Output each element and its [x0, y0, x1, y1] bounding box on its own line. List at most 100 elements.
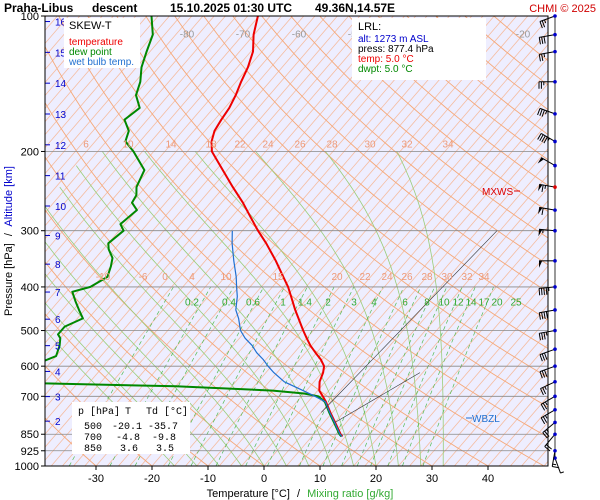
mixing-ratio-line — [387, 286, 463, 466]
wind-barb-full — [541, 36, 544, 44]
wind-barb-full — [537, 133, 542, 140]
altitude-tick-label: 2 — [55, 417, 61, 428]
wind-barb-full — [552, 466, 560, 469]
wind-barb — [538, 285, 557, 296]
wind-barb-dot — [553, 79, 557, 84]
wind-barb-full — [541, 353, 546, 361]
isotherm-line — [45, 16, 361, 383]
dry-adiabat-label: 34 — [442, 139, 454, 150]
pressure-tick-label: 200 — [21, 146, 39, 158]
mixing-ratio-label: 0.4 — [222, 298, 236, 309]
wind-barb-full — [541, 370, 546, 378]
wind-barb-full — [539, 134, 544, 141]
isotherm-line — [241, 109, 548, 466]
wind-barb-staff — [539, 34, 556, 38]
isotherm-line — [45, 16, 215, 214]
wind-barb-dot — [553, 394, 557, 399]
mixing-ratio-label: 1 — [280, 298, 286, 309]
isotherm-line — [420, 317, 548, 466]
temperature-tick-label: 20 — [370, 473, 382, 485]
wind-barb-staff — [544, 433, 556, 447]
table-header-p: p [hPa] — [78, 406, 120, 418]
wind-barb-staff — [554, 457, 561, 474]
mixing-ratio-label: 1.4 — [298, 298, 312, 309]
wind-barb-dot — [553, 432, 557, 437]
y-axis-label: Pressure [hPa] / Altitude [km] — [3, 166, 15, 316]
wind-barb-dot — [553, 328, 557, 333]
label-layer: 1002003004005006007008509251000234567891… — [15, 11, 564, 485]
isotherm-line — [230, 96, 548, 466]
wind-barb-full — [539, 21, 543, 29]
lrl-box — [352, 18, 486, 80]
isotherm-line — [566, 16, 600, 466]
legend-item-wet-bulb: wet bulb temp. — [68, 57, 134, 68]
wind-barb-full — [540, 388, 544, 396]
dry-adiabat-label: 22 — [359, 272, 371, 283]
wind-barb-dot — [553, 347, 557, 351]
wind-barb-dot — [553, 407, 557, 412]
data-table: p [hPa] T Td [°C] 500 -20.1 -35.7 700 -4… — [78, 406, 188, 455]
dry-adiabat — [116, 16, 548, 408]
mixing-ratio-label: 0.2 — [185, 298, 199, 309]
y-axis-label-separator: / — [3, 232, 15, 236]
dry-adiabat-label: 30 — [441, 272, 453, 283]
table-cell: -4.8 — [116, 433, 140, 444]
isotherm-line — [174, 30, 548, 466]
isotherm-line — [442, 343, 548, 466]
wind-barb-full — [538, 312, 541, 320]
dry-adiabat-label: 4 — [189, 272, 195, 283]
altitude-tick-label: 7 — [55, 288, 61, 299]
lrl-temperature: temp: 5.0 °C — [358, 54, 414, 65]
altitude-tick-label: 8 — [55, 260, 61, 271]
wind-barb-full — [541, 135, 546, 143]
altitude-tick-label: 5 — [55, 342, 61, 353]
mixing-ratio-label: 10 — [438, 298, 450, 309]
temperature-tick-label: 0 — [261, 473, 267, 485]
isotherm-label: -20 — [516, 30, 531, 41]
isotherm-line — [578, 16, 600, 466]
table-cell: 3.5 — [156, 444, 174, 455]
wind-barb-dot — [553, 139, 557, 144]
data-table-box — [72, 402, 190, 454]
isotherm-line — [45, 16, 237, 240]
isotherm-line — [0, 16, 1, 466]
wind-barb-half — [544, 185, 547, 189]
wind-barb-full — [542, 402, 548, 410]
wind-barb-pennant — [537, 157, 544, 164]
mixing-ratio-label: 3 — [351, 298, 357, 309]
isotherm-line — [286, 161, 548, 466]
isotherm-line — [45, 16, 226, 227]
isotherm-line — [45, 16, 193, 188]
dry-adiabat — [319, 16, 548, 212]
wind-barb-full — [541, 20, 546, 28]
lrl-dewpoint: dwpt: 5.0 °C — [358, 64, 413, 75]
pressure-tick-label: 600 — [21, 361, 39, 373]
altitude-tick-label: 15 — [55, 48, 67, 59]
wind-barb-staff — [539, 51, 556, 55]
lrl-title: LRL: — [358, 21, 381, 33]
dry-adiabat-label: 30 — [364, 139, 376, 150]
mixing-ratio-line — [422, 286, 494, 466]
isotherm-line — [45, 16, 125, 110]
mixing-ratio-label: 25 — [510, 298, 522, 309]
wind-barb-dot — [553, 208, 557, 212]
wind-barb-staff — [539, 330, 556, 334]
plot-frame — [44, 15, 549, 467]
wind-barb-dot — [553, 49, 557, 54]
isotherm-label: -70 — [236, 30, 251, 41]
isotherm-line — [375, 265, 548, 466]
wind-barb — [539, 14, 557, 29]
wind-barb-dot — [553, 32, 557, 37]
dry-adiabat-label: 18 — [205, 139, 217, 150]
mixing-ratio-label: 0.6 — [246, 298, 260, 309]
wind-barb-full — [538, 54, 541, 62]
table-cell: 700 — [84, 433, 102, 444]
dry-adiabat — [261, 16, 548, 266]
wind-barb-full — [539, 354, 543, 362]
isotherm-line — [45, 16, 417, 448]
isotherm-line — [409, 304, 548, 466]
wind-barb — [538, 79, 557, 89]
pressure-tick-label: 925 — [21, 446, 39, 458]
dry-adiabat-label: 24 — [381, 272, 393, 283]
